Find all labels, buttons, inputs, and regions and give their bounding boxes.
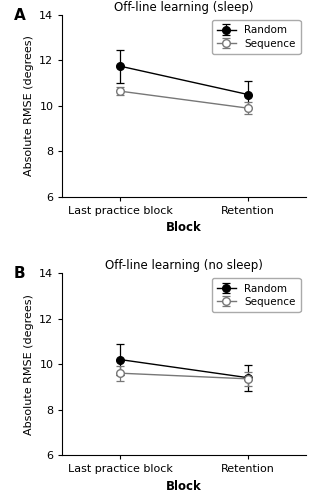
Text: B: B xyxy=(14,266,25,281)
Legend: Random, Sequence: Random, Sequence xyxy=(212,20,300,54)
Y-axis label: Absolute RMSE (degrees): Absolute RMSE (degrees) xyxy=(24,294,34,434)
X-axis label: Block: Block xyxy=(166,222,202,234)
X-axis label: Block: Block xyxy=(166,480,202,492)
Legend: Random, Sequence: Random, Sequence xyxy=(212,278,300,312)
Y-axis label: Absolute RMSE (degrees): Absolute RMSE (degrees) xyxy=(24,36,34,176)
Text: A: A xyxy=(14,8,26,22)
Title: Off-line learning (sleep): Off-line learning (sleep) xyxy=(114,1,254,14)
Title: Off-line learning (no sleep): Off-line learning (no sleep) xyxy=(105,259,263,272)
